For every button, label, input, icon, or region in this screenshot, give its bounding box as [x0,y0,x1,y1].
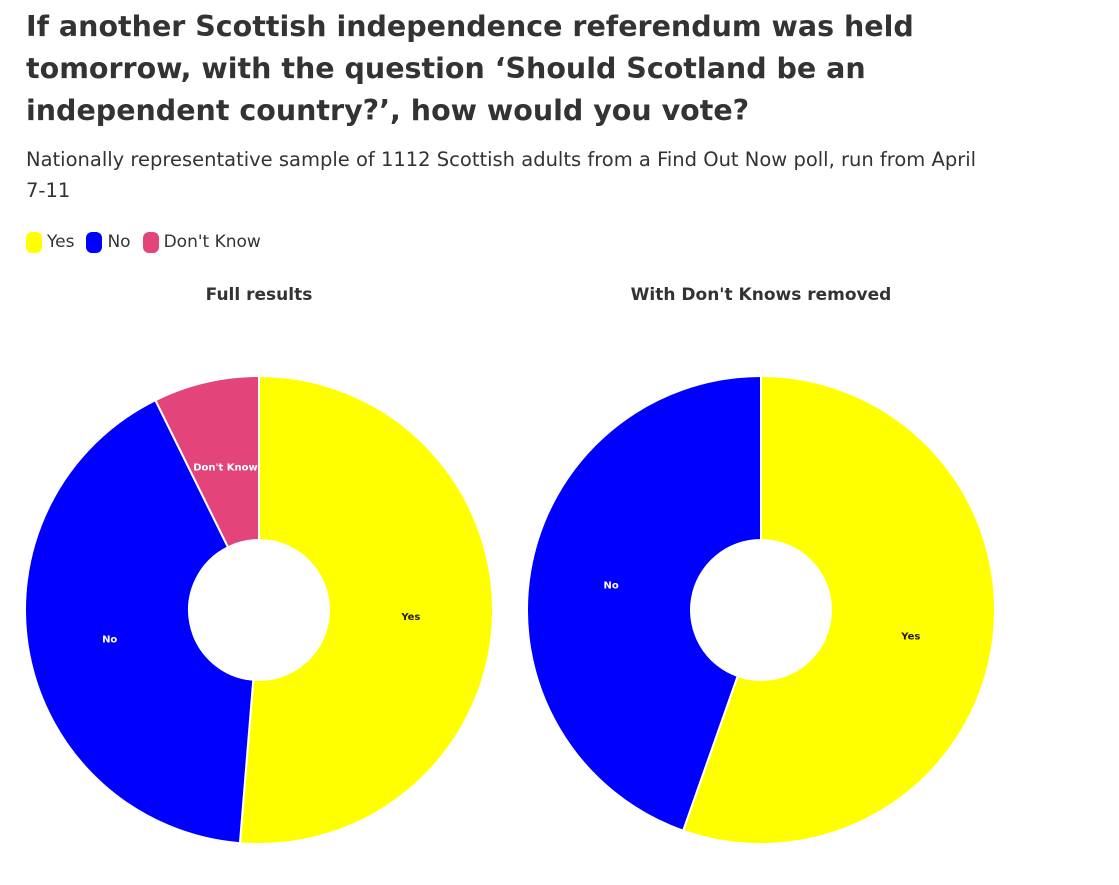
slice-label-don-t-know: Don't Know [193,462,258,473]
legend-swatch-yes [26,231,42,253]
legend-item-dont-know[interactable]: Don't Know [142,231,261,253]
slice-no[interactable] [526,374,762,832]
slice-don-t-know[interactable] [154,374,260,549]
donut-chart-with-don-t-knows-removed: With Don't Knows removed Yes No [526,285,996,845]
legend: Yes No Don't Know [26,231,273,253]
legend-label-no: No [107,232,131,252]
donut-title-with-don-t-knows-removed: With Don't Knows removed [631,285,892,305]
donut-title-full-results: Full results [206,285,313,305]
chart-subtitle: Nationally representative sample of 1112… [26,148,977,202]
legend-item-no[interactable]: No [86,231,131,253]
slice-no[interactable] [24,398,255,845]
legend-label-dont-know: Don't Know [163,232,261,252]
legend-swatch-dont-know [142,231,159,253]
slice-label-yes: Yes [400,612,420,623]
legend-item-yes[interactable]: Yes [26,231,75,253]
slice-label-no: No [604,580,619,591]
donut-chart-full-results: Full results Yes No Don't Know [24,285,494,845]
chart-title: If another Scottish independence referen… [26,10,914,127]
legend-swatch-no [86,231,103,253]
slice-label-yes: Yes [900,632,920,643]
legend-label-yes: Yes [47,232,75,252]
slice-yes[interactable] [238,374,494,845]
donut-charts: Full results Yes No Don't Know With Don't Kn… [24,285,996,845]
slice-label-no: No [102,634,117,645]
